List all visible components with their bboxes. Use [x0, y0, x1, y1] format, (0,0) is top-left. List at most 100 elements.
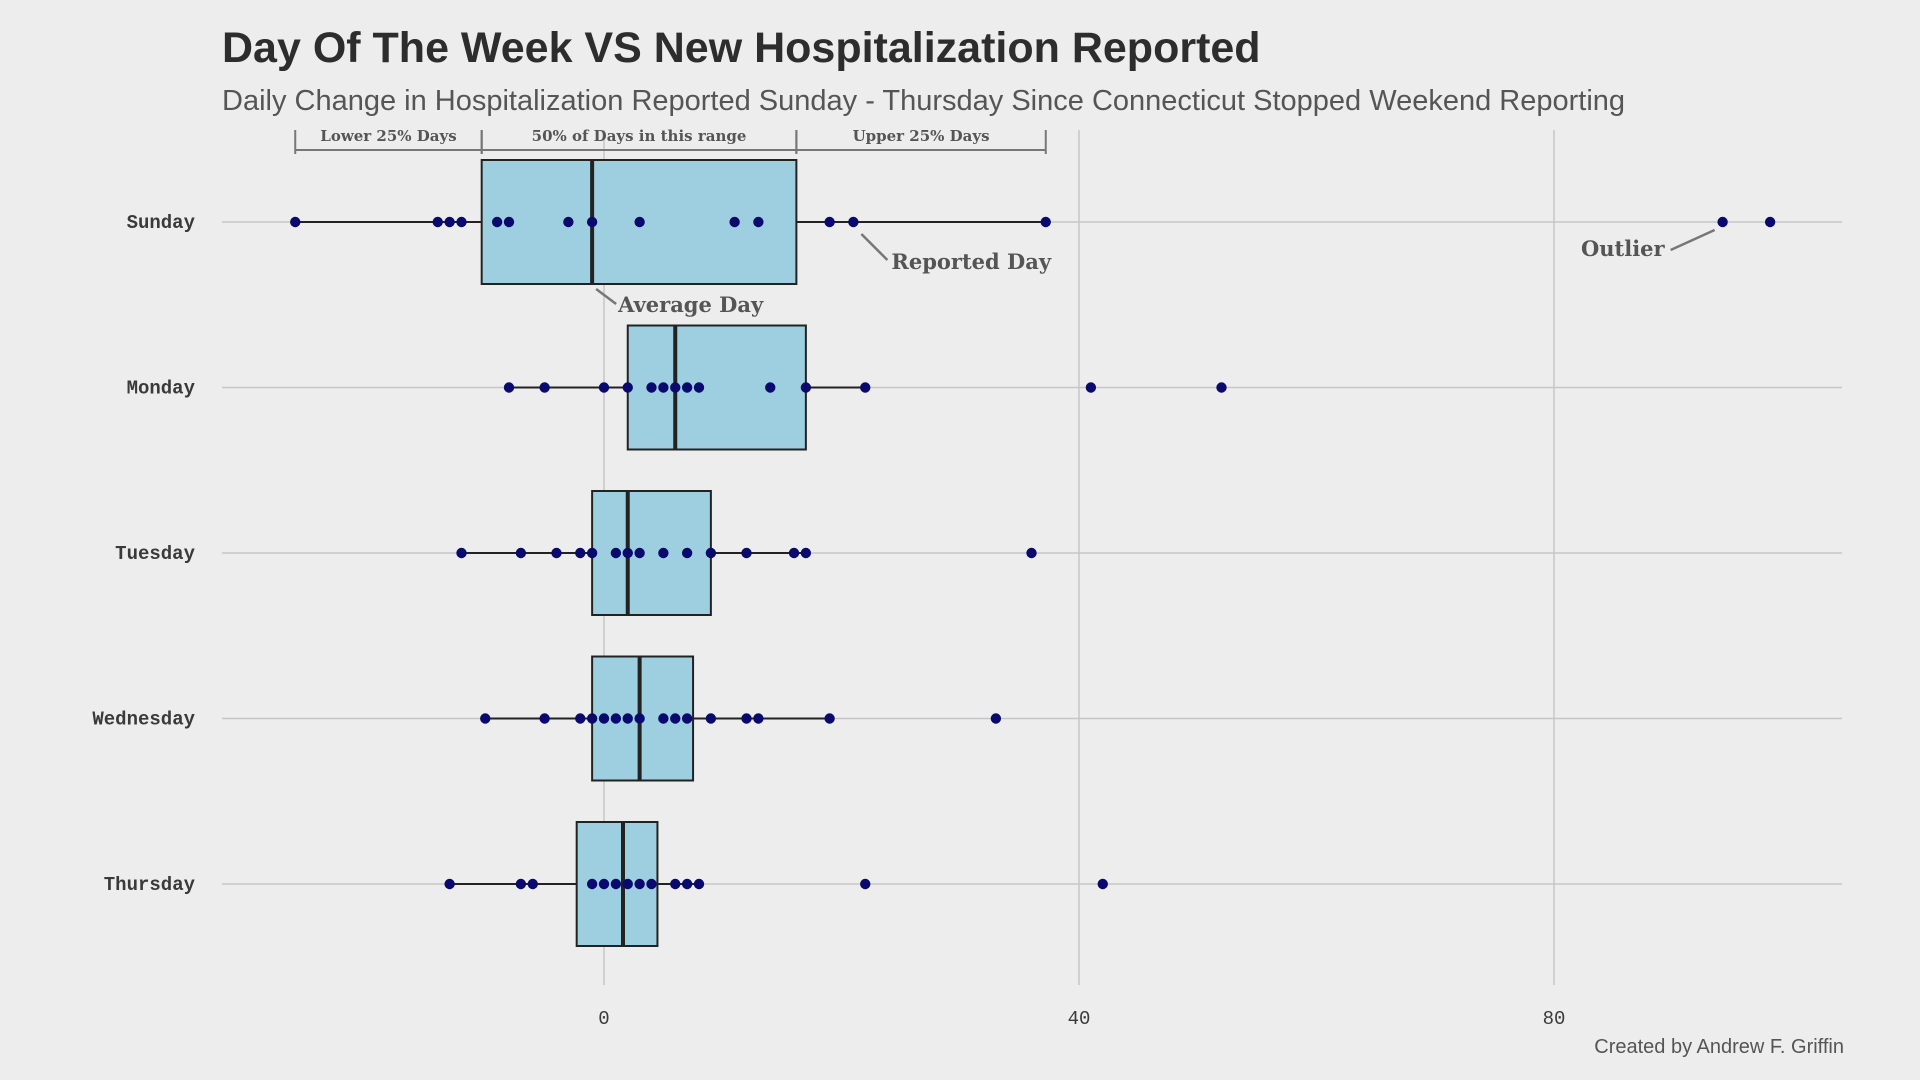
data-point	[586, 547, 598, 559]
data-point	[456, 547, 467, 559]
data-point	[634, 878, 645, 890]
data-point	[824, 713, 835, 724]
x-tick-label: 0	[598, 1008, 609, 1030]
data-point	[1040, 216, 1051, 228]
data-point	[622, 382, 633, 393]
data-point	[741, 713, 752, 724]
data-point	[491, 216, 503, 228]
data-point	[753, 216, 764, 228]
y-category-label: Sunday	[127, 212, 196, 234]
data-point	[539, 382, 550, 393]
data-point	[634, 216, 645, 228]
annotation-leader	[1670, 228, 1716, 252]
annotation-reported-day: Reported Day	[891, 249, 1051, 274]
range-bracket-label: 50% of Days in this range	[532, 127, 747, 145]
annotation-outlier: Outlier	[1581, 236, 1666, 261]
data-point	[575, 547, 586, 559]
data-point	[693, 878, 705, 890]
data-point	[622, 713, 633, 724]
data-point	[480, 713, 491, 724]
data-point	[800, 382, 812, 393]
annotation-leader	[595, 288, 617, 305]
chart-caption: Created by Andrew F. Griffin	[1594, 1036, 1844, 1058]
y-category-label: Thursday	[104, 874, 196, 896]
data-point	[610, 547, 622, 559]
data-point	[444, 216, 455, 228]
chart-subtitle: Daily Change in Hospitalization Reported…	[222, 85, 1626, 117]
data-point	[824, 216, 835, 228]
data-point	[575, 713, 586, 724]
data-point	[990, 713, 1002, 724]
data-point	[681, 547, 693, 559]
data-point	[1097, 878, 1108, 890]
data-point	[503, 216, 515, 228]
annotation-layer: Reported Day Average Day Outlier	[595, 228, 1716, 317]
data-point	[598, 878, 610, 890]
box-sunday	[290, 159, 1776, 285]
data-point	[290, 216, 301, 228]
data-point	[539, 713, 550, 724]
data-point	[765, 382, 776, 393]
box-wednesday	[480, 655, 1002, 782]
data-point	[598, 713, 610, 724]
data-point	[693, 382, 705, 393]
data-point	[456, 216, 467, 228]
data-point	[610, 713, 622, 724]
y-category-label: Tuesday	[115, 543, 195, 565]
box-thursday	[444, 821, 1108, 947]
data-point	[634, 713, 645, 724]
data-point	[705, 547, 717, 559]
data-point	[586, 216, 598, 228]
data-point	[681, 878, 693, 890]
iqr-box	[591, 490, 712, 616]
y-category-label: Monday	[127, 378, 196, 400]
data-point	[503, 382, 515, 393]
data-point	[788, 547, 800, 559]
chart-title: Day Of The Week VS New Hospitalization R…	[222, 24, 1261, 72]
range-bracket-label: Upper 25% Days	[853, 127, 990, 145]
data-point	[634, 547, 645, 559]
data-point	[658, 547, 669, 559]
data-point	[670, 713, 681, 724]
data-point	[741, 547, 752, 559]
data-point	[622, 547, 633, 559]
data-point	[860, 878, 871, 890]
box-monday	[503, 324, 1227, 451]
data-point	[670, 878, 681, 890]
data-point	[622, 878, 633, 890]
range-bracket-label: Lower 25% Days	[320, 127, 456, 145]
box-layer	[290, 159, 1776, 947]
data-point	[1717, 216, 1728, 228]
annotation-leader	[860, 233, 889, 261]
data-point	[527, 878, 538, 890]
data-point	[586, 713, 598, 724]
data-point	[444, 878, 455, 890]
data-point	[515, 878, 527, 890]
data-point	[753, 713, 764, 724]
x-tick-label: 40	[1068, 1008, 1091, 1030]
data-point	[551, 547, 562, 559]
data-point	[860, 382, 871, 393]
data-point	[1085, 382, 1097, 393]
data-point	[515, 547, 527, 559]
data-point	[432, 216, 443, 228]
y-category-label: Wednesday	[92, 709, 195, 731]
data-point	[646, 382, 657, 393]
data-point	[646, 878, 657, 890]
data-point	[598, 382, 610, 393]
data-point	[681, 713, 693, 724]
data-point	[610, 878, 622, 890]
data-point	[729, 216, 740, 228]
annotation-average-day: Average Day	[617, 292, 764, 317]
data-point	[658, 382, 669, 393]
data-point	[563, 216, 574, 228]
data-point	[681, 382, 693, 393]
range-bracket-layer: Lower 25% Days 50% of Days in this range U…	[294, 127, 1047, 154]
data-point	[1026, 547, 1037, 559]
data-point	[658, 713, 669, 724]
data-point	[670, 382, 681, 393]
data-point	[705, 713, 717, 724]
data-point	[800, 547, 812, 559]
